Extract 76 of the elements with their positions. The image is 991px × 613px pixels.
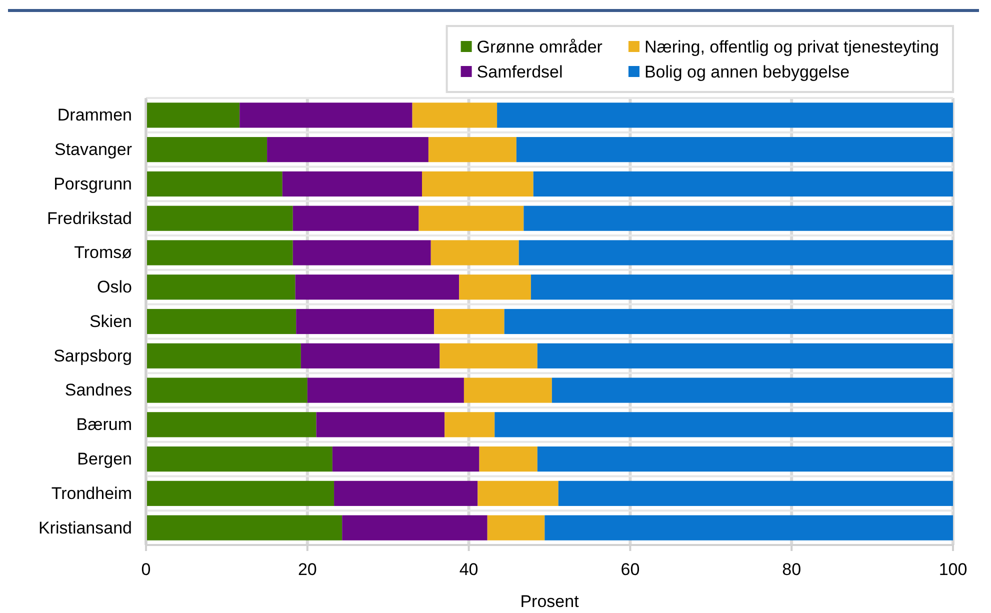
bar [300, 343, 440, 368]
bar [146, 480, 334, 506]
bar [444, 412, 495, 438]
y-tick-label: Bærum [76, 415, 132, 434]
x-tick-label: 60 [620, 560, 640, 580]
bar [146, 412, 316, 438]
bar [518, 240, 953, 266]
bar [537, 446, 953, 472]
bar [428, 137, 516, 162]
bar [146, 343, 301, 368]
y-tick-label: Kristiansand [38, 518, 132, 538]
bar [479, 446, 538, 472]
bar [440, 343, 538, 368]
y-tick-label: Porsgrunn [54, 174, 132, 194]
y-tick-label: Oslo [97, 278, 132, 297]
x-tick-label: 20 [298, 560, 317, 580]
bar [504, 308, 953, 334]
x-tick-label: 40 [459, 560, 478, 580]
x-tick-label: 0 [141, 560, 151, 580]
bar [487, 515, 545, 540]
legend-label: Bolig og annen bebyggelse [644, 62, 850, 82]
x-axis-title: Prosent [520, 592, 580, 611]
bar [296, 308, 434, 334]
bar [146, 206, 293, 231]
bar [418, 206, 524, 231]
bar [146, 446, 332, 472]
bar [558, 480, 953, 506]
legend-label: Næring, offentlig og privat tjenesteyting [644, 38, 939, 57]
bar [146, 274, 296, 300]
legend-label: Grønne områder [476, 38, 603, 57]
y-tick-label: Sarpsborg [54, 346, 132, 366]
bar [422, 171, 534, 197]
bar [494, 412, 953, 438]
bar [478, 480, 558, 506]
bar [342, 515, 488, 540]
bar [146, 102, 240, 128]
bar [146, 515, 342, 540]
y-tick-label: Stavanger [54, 140, 132, 160]
bar [552, 378, 953, 403]
y-tick-label: Tromsø [74, 243, 132, 262]
bar [292, 240, 431, 266]
x-tick-label: 80 [782, 560, 802, 580]
bar [295, 274, 460, 300]
y-tick-label: Drammen [57, 106, 132, 125]
bar [146, 240, 293, 266]
bar [292, 206, 419, 231]
bar [240, 102, 412, 128]
bar [334, 480, 478, 506]
y-tick-label: Fredrikstad [46, 208, 132, 228]
bar [464, 378, 552, 403]
y-tick-label: Skien [89, 312, 132, 331]
bar [146, 308, 296, 334]
y-tick-label: Trondheim [51, 484, 132, 503]
bar [430, 240, 519, 266]
bar [146, 171, 282, 197]
legend-label: Samferdsel [476, 62, 563, 82]
bar [146, 137, 268, 162]
bar [434, 308, 504, 334]
bar [544, 515, 953, 540]
bar [267, 137, 428, 162]
bar [533, 171, 953, 197]
bar [497, 102, 953, 128]
bar [412, 102, 498, 128]
bar [146, 378, 308, 403]
x-tick-label: 100 [938, 560, 968, 580]
bar [530, 274, 953, 300]
bar [282, 171, 422, 197]
bar [316, 412, 445, 438]
bar [516, 137, 953, 162]
bar [307, 378, 464, 403]
y-tick-label: Bergen [77, 449, 132, 468]
bar [332, 446, 480, 472]
bar [537, 343, 953, 368]
bar [524, 206, 953, 231]
y-tick-label: Sandnes [64, 380, 132, 400]
bar [459, 274, 531, 300]
